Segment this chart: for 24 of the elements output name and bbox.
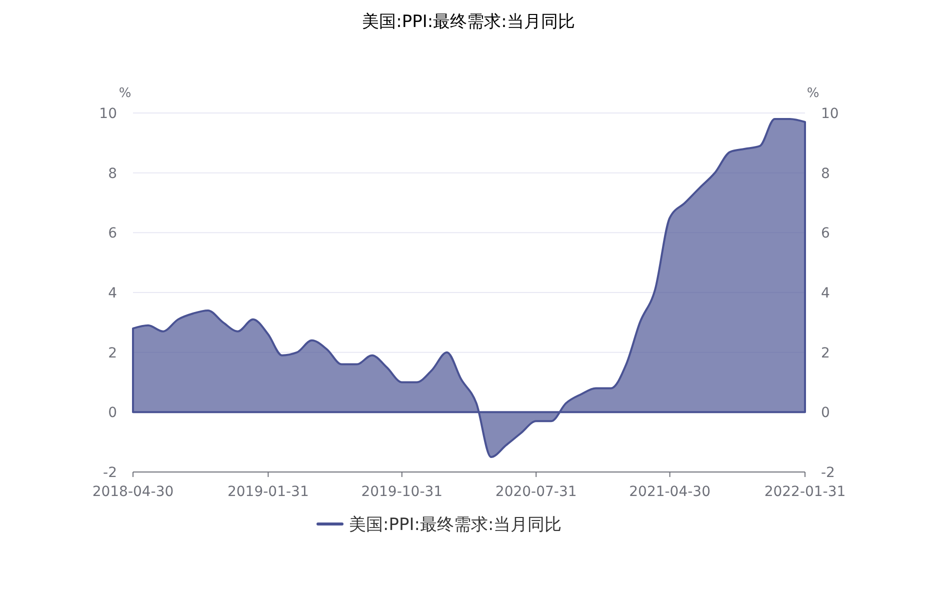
- y-tick-label: 2: [108, 345, 117, 362]
- x-tick-label: 2021-04-30: [629, 484, 711, 500]
- y-tick-label: 0: [108, 405, 117, 422]
- y2-tick-label: 10: [821, 106, 839, 122]
- y2-axis-title: %: [806, 86, 820, 101]
- y-tick-label: 6: [108, 226, 118, 242]
- x-tick-label: 2019-10-31: [361, 484, 443, 500]
- y2-tick-label: 8: [821, 166, 830, 182]
- y2-tick-label: 4: [821, 286, 830, 302]
- x-tick-label: 2019-01-31: [227, 484, 309, 500]
- y-tick-label: 10: [99, 106, 117, 122]
- legend-label: 美国:PPI:最终需求:当月同比: [349, 515, 562, 535]
- x-tick-label: 2022-01-31: [764, 484, 846, 500]
- y2-tick-label: 2: [821, 345, 830, 362]
- y-axis-title: %: [118, 86, 132, 101]
- x-tick-label: 2018-04-30: [92, 484, 174, 500]
- y-tick-label: 8: [108, 166, 117, 182]
- y2-tick-label: -2: [821, 465, 835, 481]
- y-tick-label: -2: [103, 465, 117, 481]
- y2-tick-label: 6: [821, 226, 830, 242]
- y-tick-label: 4: [108, 286, 118, 302]
- chart-title: 美国:PPI:最终需求:当月同比: [362, 12, 575, 32]
- y2-tick-label: 0: [821, 405, 830, 422]
- x-tick-label: 2020-07-31: [495, 484, 577, 500]
